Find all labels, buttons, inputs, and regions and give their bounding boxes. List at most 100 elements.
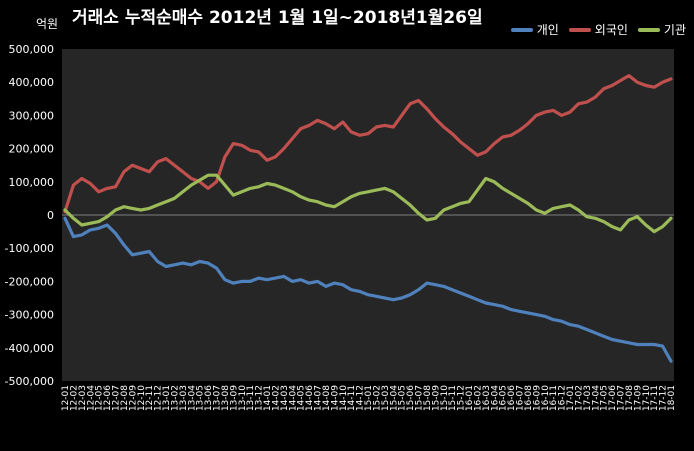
x-tick-label: 14-09 xyxy=(330,385,340,411)
x-tick-label: 16-10 xyxy=(541,385,551,411)
y-tick-label: 500,000 xyxy=(9,43,55,56)
x-tick-label: 17-08 xyxy=(625,385,635,411)
x-tick-label: 14-01 xyxy=(263,385,273,411)
x-tick-label: 14-07 xyxy=(314,385,324,411)
legend-item: 외국인 xyxy=(568,21,628,38)
series-line-2 xyxy=(63,73,673,214)
y-tick-label: -300,000 xyxy=(5,309,54,322)
x-tick-label: 14-10 xyxy=(339,385,349,411)
y-tick-label: -100,000 xyxy=(5,242,54,255)
x-tick-label: 17-06 xyxy=(608,385,618,411)
x-tick-label: 15-01 xyxy=(364,385,374,411)
x-tick-label: 16-07 xyxy=(516,385,526,411)
x-tick-label: 16-05 xyxy=(499,385,509,411)
legend-swatch xyxy=(637,27,660,32)
x-tick-label: 16-04 xyxy=(490,385,500,411)
legend: 개인 외국인 기관 xyxy=(510,21,686,38)
legend-item: 기관 xyxy=(637,21,686,38)
x-tick-label: 14-03 xyxy=(280,385,290,411)
x-tick-label: 14-11 xyxy=(347,385,357,411)
legend-label: 외국인 xyxy=(594,23,628,37)
x-tick-label: 16-03 xyxy=(482,385,492,411)
x-tick-label: 17-03 xyxy=(583,385,593,411)
x-tick-label: 16-09 xyxy=(532,385,542,411)
x-tick-label: 17-05 xyxy=(600,385,610,411)
y-tick-label: -200,000 xyxy=(5,275,54,288)
x-tick-label: 15-06 xyxy=(406,385,416,411)
series-line-1 xyxy=(63,216,673,363)
x-tick-label: 14-05 xyxy=(297,385,307,411)
x-tick-label: 17-11 xyxy=(650,385,660,411)
y-tick-label: -400,000 xyxy=(5,342,54,355)
x-tick-label: 13-04 xyxy=(187,385,197,411)
y-tick-label: 300,000 xyxy=(9,109,55,122)
x-tick-label: 12-08 xyxy=(120,385,130,411)
x-tick-label: 16-01 xyxy=(465,385,475,411)
x-tick-label: 12-11 xyxy=(145,385,155,411)
x-tick-label: 13-10 xyxy=(238,385,248,411)
x-tick-label: 17-04 xyxy=(591,385,601,411)
x-tick-label: 13-06 xyxy=(204,385,214,411)
x-tick-label: 13-01 xyxy=(162,385,172,411)
x-tick-label: 16-12 xyxy=(558,385,568,411)
x-tick-label: 13-07 xyxy=(213,385,223,411)
x-tick-label: 12-02 xyxy=(69,385,79,411)
x-tick-label: 15-07 xyxy=(415,385,425,411)
series-line-3 xyxy=(63,173,673,234)
x-tick-label: 12-03 xyxy=(78,385,88,411)
x-tick-label: 16-06 xyxy=(507,385,517,411)
x-tick-label: 15-10 xyxy=(440,385,450,411)
x-tick-label: 16-08 xyxy=(524,385,534,411)
x-tick-label: 13-08 xyxy=(221,385,231,411)
y-tick-label: -500,000 xyxy=(5,375,54,388)
x-tick-label: 17-07 xyxy=(617,385,627,411)
legend-label: 개인 xyxy=(536,23,559,37)
x-tick-label: 15-08 xyxy=(423,385,433,411)
x-tick-label: 15-03 xyxy=(381,385,391,411)
x-tick-label: 13-02 xyxy=(170,385,180,411)
x-tick-label: 14-12 xyxy=(356,385,366,411)
x-tick-label: 14-04 xyxy=(288,385,298,411)
x-tick-label: 12-05 xyxy=(95,385,105,411)
x-tick-label: 13-12 xyxy=(255,385,265,411)
y-tick-label: 100,000 xyxy=(9,176,55,189)
x-tick-label: 14-08 xyxy=(322,385,332,411)
x-tick-label: 12-07 xyxy=(112,385,122,411)
y-tick-label: 200,000 xyxy=(9,143,55,156)
x-tick-label: 16-11 xyxy=(549,385,559,411)
x-tick-label: 17-02 xyxy=(574,385,584,411)
x-tick-label: 12-04 xyxy=(86,385,96,411)
x-tick-label: 15-09 xyxy=(431,385,441,411)
x-tick-label: 17-01 xyxy=(566,385,576,411)
x-tick-label: 17-09 xyxy=(633,385,643,411)
x-tick-label: 15-11 xyxy=(448,385,458,411)
x-tick-label: 12-09 xyxy=(128,385,138,411)
y-unit-label: 억원 xyxy=(36,17,59,31)
y-tick-label: 400,000 xyxy=(9,76,55,89)
legend-label: 기관 xyxy=(663,23,686,37)
x-tick-label: 17-12 xyxy=(659,385,669,411)
x-tick-label: 14-06 xyxy=(305,385,315,411)
x-tick-label: 18-01 xyxy=(667,385,677,411)
chart-title: 거래소 누적순매수 2012년 1월 1일~2018년1월26일 xyxy=(72,8,483,28)
x-tick-label: 12-01 xyxy=(61,385,71,411)
x-tick-label: 13-03 xyxy=(179,385,189,411)
x-tick-label: 12-10 xyxy=(137,385,147,411)
x-tick-label: 16-02 xyxy=(473,385,483,411)
x-tick-label: 17-10 xyxy=(642,385,652,411)
x-tick-label: 13-05 xyxy=(196,385,206,411)
x-tick-label: 15-12 xyxy=(457,385,467,411)
x-tick-label: 15-02 xyxy=(372,385,382,411)
x-tick-label: 13-11 xyxy=(246,385,256,411)
x-tick-label: 14-02 xyxy=(271,385,281,411)
x-tick-label: 15-05 xyxy=(398,385,408,411)
x-tick-label: 15-04 xyxy=(389,385,399,411)
legend-swatch xyxy=(510,27,533,32)
x-tick-label: 12-06 xyxy=(103,385,113,411)
x-tick-label: 12-12 xyxy=(154,385,164,411)
x-tick-label: 13-09 xyxy=(229,385,239,411)
y-tick-label: 0 xyxy=(47,209,54,222)
legend-swatch xyxy=(568,27,591,32)
legend-item: 개인 xyxy=(510,21,559,38)
